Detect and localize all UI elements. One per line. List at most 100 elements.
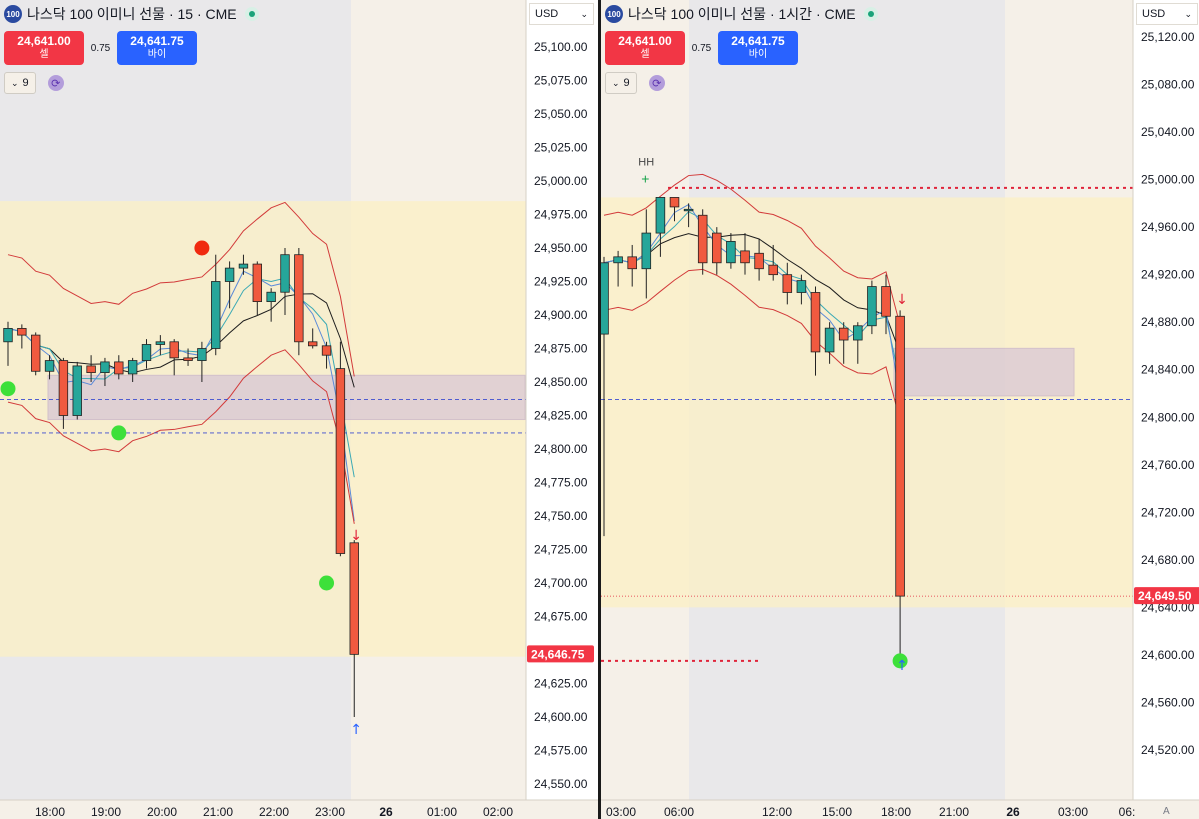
market-open-icon [244,7,259,21]
candle-up [824,327,835,353]
left-indicators-toggle[interactable]: ⌄ 9 [4,72,36,94]
candle-down [86,365,96,374]
sync-icon[interactable]: ⟳ [648,75,665,91]
indicator-count: 9 [623,77,630,89]
price-tick-label: 25,050.00 [534,107,588,121]
buy-arrow-icon: ↑ [896,658,908,674]
pivot-annotation: HH [638,157,654,169]
auto-scale-button[interactable]: A [1163,806,1170,817]
candle-up [683,208,694,212]
price-tick-label: 24,850.00 [534,375,588,389]
right-trade-panel: 24,641.00 셀 0.75 24,641.75 바이 [605,31,798,65]
candle-up [44,360,55,372]
candle-up [280,254,290,293]
time-tick-label: 21:00 [203,805,233,819]
sell-price: 24,641.00 [17,34,71,48]
chevron-down-icon: ⌄ [580,8,588,19]
price-tick-label: 24,875.00 [534,342,588,356]
lower-band-line [603,268,901,421]
symbol-badge-icon: 100 [605,5,623,23]
candle-down [31,334,41,372]
candle-up [3,327,13,343]
price-tick-label: 24,900.00 [534,308,588,322]
right-currency-select[interactable]: USD ⌄ [1136,3,1198,25]
time-tick-label: 06: [1119,805,1136,819]
left-chart-pane[interactable]: ↓ ↑ 25,100.00 25,075.00 25,050.00 25,025.00 25… [0,0,598,819]
price-tick-label: 24,760.00 [1141,458,1195,472]
price-tick-label: 24,880.00 [1141,315,1195,329]
time-tick-label: 18:00 [881,805,911,819]
spread-value: 0.75 [90,42,111,54]
chevron-down-icon: ⌄ [1184,8,1192,19]
price-tick-label: 24,560.00 [1141,695,1195,709]
candle-up [72,365,82,416]
right-sell-button[interactable]: 24,641.00 셀 [605,31,685,65]
right-symbol-title[interactable]: 나스닥 100 이미니 선물 · 1시간 · CME [628,6,856,22]
candle-down [782,274,793,293]
sell-label: 셀 [640,49,650,60]
left-symbol-title[interactable]: 나스닥 100 이미니 선물 · 15 · CME [27,6,237,22]
price-tick-label: 24,960.00 [1141,220,1195,234]
candle-down [768,264,778,276]
time-tick-label: 23:00 [315,805,345,819]
price-tick-label: 24,675.00 [534,610,588,624]
candle-down [321,345,332,356]
right-chart-svg[interactable]: ↓ ↑ HH +25,120.00 25,080.00 25,040.00 25,000.0… [601,0,1199,819]
price-tick-label: 24,575.00 [534,744,588,758]
right-symbol-header[interactable]: 100 나스닥 100 이미니 선물 · 1시간 · CME [605,4,878,24]
candle-down [349,542,359,655]
candle-up [601,262,609,335]
right-buy-button[interactable]: 24,641.75 바이 [718,31,798,65]
candle-up [141,344,152,361]
sync-icon[interactable]: ⟳ [47,75,64,91]
candle-down [669,197,680,208]
left-buy-button[interactable]: 24,641.75 바이 [117,31,197,65]
buy-price: 24,641.75 [731,34,785,48]
candle-down [169,341,179,359]
ma-slow-line [603,233,901,354]
candle-up [238,263,249,269]
left-chart-svg[interactable]: ↓ ↑ 25,100.00 25,075.00 25,050.00 25,025.00 25… [0,0,598,819]
last-price-tag [1134,587,1199,605]
price-tick-label: 24,600.00 [534,710,588,724]
candle-up [155,341,166,345]
candle-down [712,232,722,264]
candle-up [127,360,138,375]
pane-divider[interactable] [598,0,601,819]
sell-label: 셀 [39,49,49,60]
last-price-tag [527,645,594,663]
currency-label: USD [535,8,559,20]
green-dot-signal [0,381,16,397]
price-tick-label: 25,025.00 [534,141,588,155]
price-tick-label: 24,950.00 [534,241,588,255]
candle-up [655,197,666,234]
price-tick-label: 24,800.00 [1141,410,1195,424]
left-currency-select[interactable]: USD ⌄ [529,3,594,25]
green-dot-signal [892,653,908,669]
left-indicator-row: ⌄ 9 ⟳ [4,72,64,94]
lower-band-line [7,349,355,524]
price-tick-label: 24,800.00 [534,442,588,456]
right-chart-pane[interactable]: ↓ ↑ HH +25,120.00 25,080.00 25,040.00 25,000.0… [601,0,1199,819]
price-tick-label: 24,700.00 [534,576,588,590]
time-tick-label: 18:00 [35,805,65,819]
left-sell-button[interactable]: 24,641.00 셀 [4,31,84,65]
price-tick-label: 24,520.00 [1141,743,1195,757]
right-indicators-toggle[interactable]: ⌄ 9 [605,72,637,94]
value-zone [601,197,1133,608]
time-tick-label: 03:00 [606,805,636,819]
price-axis-bg [1133,0,1199,800]
candle-down [740,250,750,264]
order-block-box [47,374,526,421]
price-tick-label: 24,750.00 [534,509,588,523]
plus-icon: + [641,171,649,187]
chevron-down-icon: ⌄ [612,77,620,88]
price-tick-label: 25,100.00 [534,40,588,54]
currency-label: USD [1142,8,1166,20]
candle-up [613,256,623,264]
order-block-box [893,347,1075,397]
price-tick-label: 24,840.00 [1141,363,1195,377]
time-axis-bg [601,800,1199,819]
time-tick-label: 26 [1006,805,1020,819]
left-symbol-header[interactable]: 100 나스닥 100 이미니 선물 · 15 · CME [4,4,259,24]
